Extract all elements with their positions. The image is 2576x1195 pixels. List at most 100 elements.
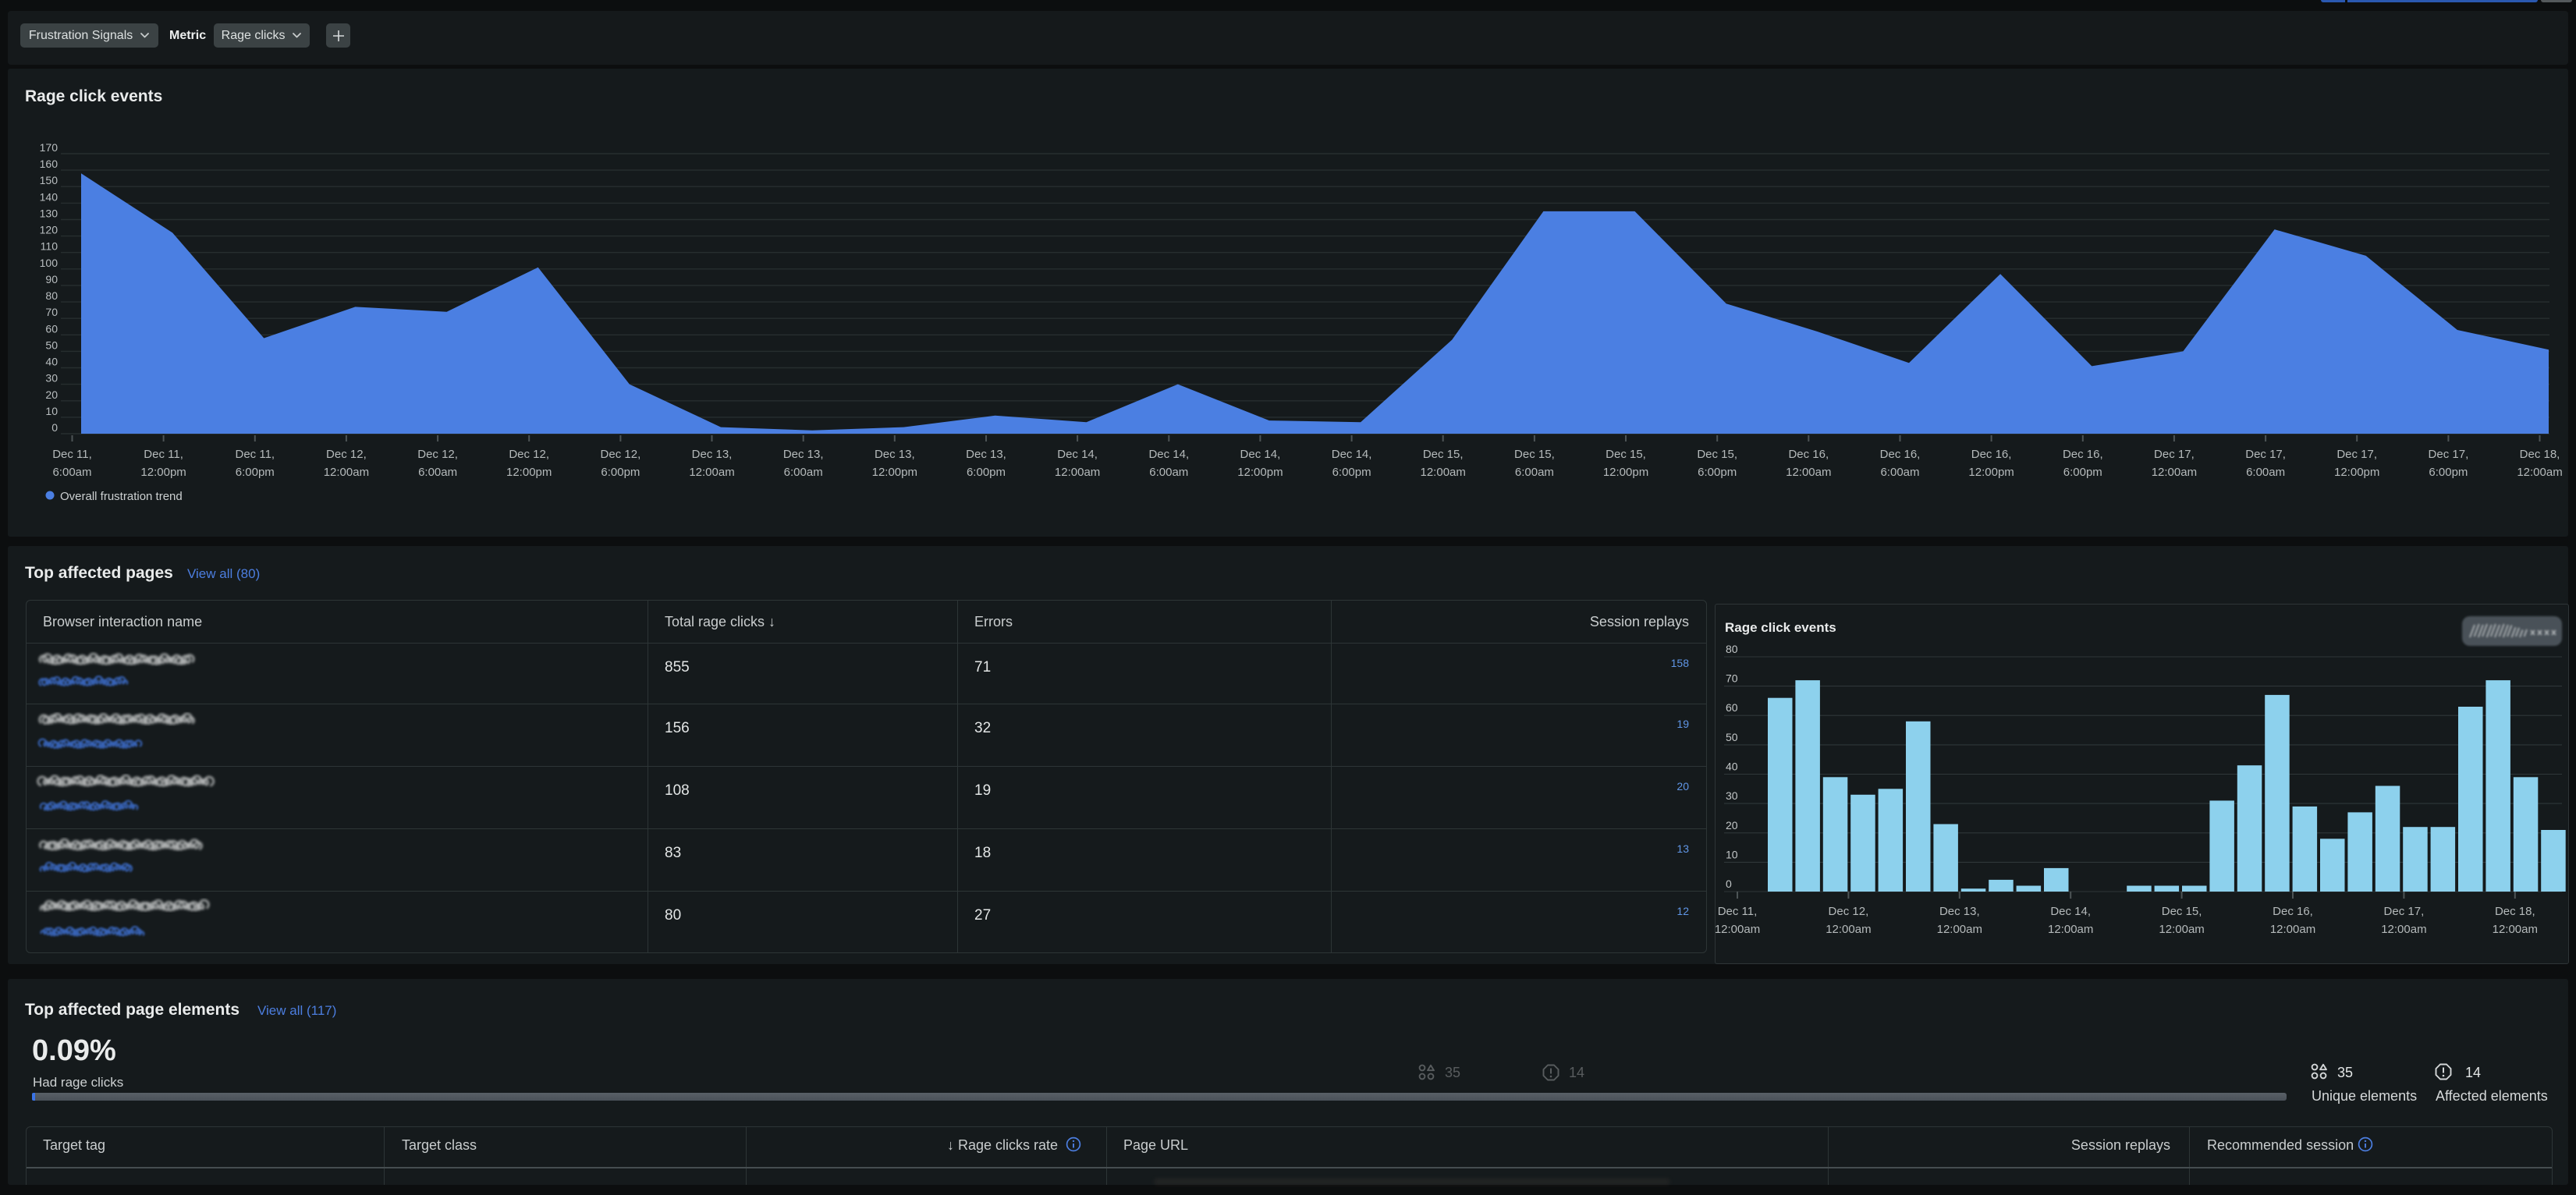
svg-text:12:00am: 12:00am <box>2517 466 2562 479</box>
svg-text:6:00pm: 6:00pm <box>1698 466 1737 479</box>
svg-text:6:00am: 6:00am <box>1149 466 1188 479</box>
svg-text:Dec 16,: Dec 16, <box>1880 448 1921 461</box>
svg-text:Dec 14,: Dec 14, <box>1332 448 1372 461</box>
svg-text:Dec 13,: Dec 13, <box>783 448 824 461</box>
svg-text:12:00pm: 12:00pm <box>1968 466 2014 479</box>
svg-text:Rage click events: Rage click events <box>1725 620 1836 635</box>
svg-text:12:00am: 12:00am <box>1786 466 1831 479</box>
svg-text:Dec 18,: Dec 18, <box>2495 905 2535 918</box>
svg-text:Dec 11,: Dec 11, <box>236 448 275 461</box>
svg-text:Dec 12,: Dec 12, <box>509 448 549 461</box>
svg-text:130: 130 <box>40 207 59 220</box>
svg-text:12:00pm: 12:00pm <box>506 466 552 479</box>
svg-text:Dec 13,: Dec 13, <box>966 448 1006 461</box>
svg-text:0: 0 <box>51 421 58 434</box>
svg-text:40: 40 <box>1726 761 1738 773</box>
svg-text:Dec 13,: Dec 13, <box>1939 905 1980 918</box>
svg-text:Dec 13,: Dec 13, <box>875 448 915 461</box>
svg-text:12:00am: 12:00am <box>1715 923 1760 936</box>
svg-text:6:00am: 6:00am <box>1515 466 1554 479</box>
svg-text:Dec 15,: Dec 15, <box>1697 448 1737 461</box>
svg-text:12:00am: 12:00am <box>2048 923 2093 936</box>
svg-text:12:00am: 12:00am <box>2493 923 2538 936</box>
svg-text:Dec 14,: Dec 14, <box>1057 448 1098 461</box>
svg-text:Dec 11,: Dec 11, <box>52 448 92 461</box>
svg-text:90: 90 <box>45 273 58 285</box>
svg-text:6:00pm: 6:00pm <box>601 466 640 479</box>
svg-text:6:00am: 6:00am <box>1880 466 1919 479</box>
svg-text:Dec 16,: Dec 16, <box>2063 448 2103 461</box>
svg-text:Dec 18,: Dec 18, <box>2520 448 2560 461</box>
svg-text:12:00am: 12:00am <box>1421 466 1466 479</box>
svg-text:Dec 17,: Dec 17, <box>2336 448 2377 461</box>
svg-text:20: 20 <box>1726 819 1738 832</box>
svg-text:40: 40 <box>45 356 58 368</box>
svg-text:Dec 14,: Dec 14, <box>1148 448 1189 461</box>
svg-text:12:00am: 12:00am <box>1937 923 1982 936</box>
svg-text:Dec 16,: Dec 16, <box>1788 448 1829 461</box>
svg-text:Dec 15,: Dec 15, <box>1606 448 1646 461</box>
svg-text:Dec 17,: Dec 17, <box>2245 448 2286 461</box>
svg-text:6:00pm: 6:00pm <box>1332 466 1371 479</box>
svg-text:10: 10 <box>1726 848 1738 860</box>
svg-text:10: 10 <box>45 405 58 417</box>
svg-text:Dec 12,: Dec 12, <box>417 448 458 461</box>
svg-text:6:00am: 6:00am <box>784 466 823 479</box>
svg-text:Dec 12,: Dec 12, <box>1829 905 1869 918</box>
svg-text:110: 110 <box>41 240 59 253</box>
svg-text:70: 70 <box>45 306 58 318</box>
svg-text:50: 50 <box>1726 731 1738 743</box>
svg-text:50: 50 <box>45 339 58 351</box>
svg-text:30: 30 <box>1726 789 1738 802</box>
svg-text:120: 120 <box>40 224 59 236</box>
svg-text:Dec 15,: Dec 15, <box>1514 448 1555 461</box>
svg-text:Dec 12,: Dec 12, <box>601 448 641 461</box>
svg-text:Dec 15,: Dec 15, <box>2162 905 2202 918</box>
svg-text:Dec 16,: Dec 16, <box>2273 905 2313 918</box>
svg-text:12:00am: 12:00am <box>1055 466 1100 479</box>
svg-text:12:00pm: 12:00pm <box>1237 466 1283 479</box>
svg-text:6:00pm: 6:00pm <box>236 466 275 479</box>
svg-text:12:00pm: 12:00pm <box>2334 466 2379 479</box>
svg-text:Dec 12,: Dec 12, <box>326 448 367 461</box>
svg-text:12:00am: 12:00am <box>2381 923 2426 936</box>
svg-text:100: 100 <box>40 257 59 269</box>
svg-text:Overall frustration trend: Overall frustration trend <box>60 490 183 503</box>
svg-text:80: 80 <box>1726 643 1738 655</box>
svg-text:60: 60 <box>45 322 58 335</box>
svg-text:Dec 15,: Dec 15, <box>1423 448 1464 461</box>
svg-text:12:00am: 12:00am <box>1826 923 1871 936</box>
svg-text:Dec 17,: Dec 17, <box>2154 448 2195 461</box>
svg-text:150: 150 <box>40 174 59 186</box>
svg-text:60: 60 <box>1726 701 1738 714</box>
svg-text:6:00am: 6:00am <box>52 466 91 479</box>
svg-text:140: 140 <box>40 190 59 203</box>
svg-text:160: 160 <box>40 158 59 170</box>
svg-text:12:00pm: 12:00pm <box>872 466 917 479</box>
svg-text:170: 170 <box>40 141 59 154</box>
svg-text:12:00am: 12:00am <box>2159 923 2204 936</box>
svg-text:80: 80 <box>45 289 58 302</box>
svg-text:12:00pm: 12:00pm <box>140 466 186 479</box>
svg-text:Dec 17,: Dec 17, <box>2429 448 2469 461</box>
svg-text:Dec 17,: Dec 17, <box>2384 905 2425 918</box>
svg-text:Dec 13,: Dec 13, <box>692 448 733 461</box>
svg-text:30: 30 <box>45 372 58 385</box>
svg-text:0: 0 <box>1726 878 1732 890</box>
svg-text:Dec 11,: Dec 11, <box>1718 905 1758 918</box>
svg-text:70: 70 <box>1726 672 1738 685</box>
svg-text:12:00am: 12:00am <box>324 466 369 479</box>
svg-text:6:00am: 6:00am <box>418 466 457 479</box>
svg-text:12:00am: 12:00am <box>2152 466 2197 479</box>
svg-text:6:00am: 6:00am <box>2246 466 2285 479</box>
svg-text:Dec 14,: Dec 14, <box>1240 448 1281 461</box>
svg-text:6:00pm: 6:00pm <box>2429 466 2468 479</box>
svg-text:Dec 16,: Dec 16, <box>1971 448 2012 461</box>
svg-text:20: 20 <box>45 388 58 401</box>
svg-text:12:00am: 12:00am <box>2270 923 2315 936</box>
svg-text:6:00pm: 6:00pm <box>967 466 1006 479</box>
svg-text:12:00am: 12:00am <box>689 466 734 479</box>
svg-text:Dec 11,: Dec 11, <box>144 448 183 461</box>
svg-text:Dec 14,: Dec 14, <box>2050 905 2091 918</box>
svg-text:12:00pm: 12:00pm <box>1603 466 1648 479</box>
